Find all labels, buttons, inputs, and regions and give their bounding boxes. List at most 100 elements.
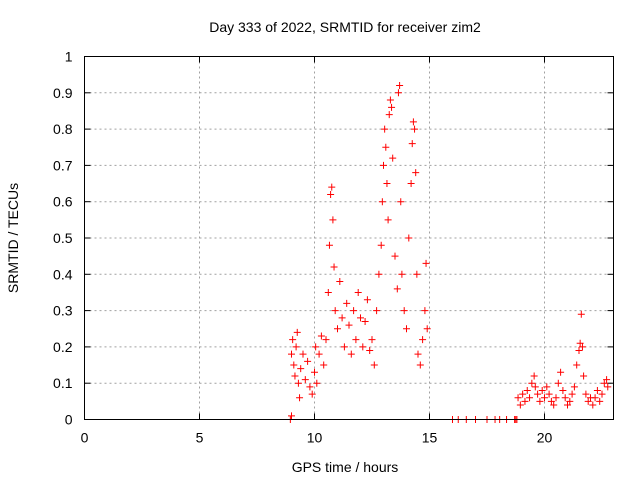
y-tick-label: 0.9 (53, 85, 73, 101)
data-point (291, 372, 299, 380)
data-point (400, 307, 408, 315)
y-tick-label: 0.1 (53, 375, 73, 391)
data-point (403, 325, 410, 333)
data-point (519, 390, 527, 398)
x-axis-title: GPS time / hours (292, 459, 399, 475)
data-point (382, 143, 390, 151)
data-point (407, 180, 415, 188)
data-point (381, 125, 389, 133)
y-tick-label: 0.3 (53, 303, 73, 319)
data-point (576, 339, 584, 347)
data-point (534, 390, 542, 398)
x-tick-label: 15 (422, 430, 438, 446)
data-point (384, 216, 392, 224)
data-point (292, 343, 300, 351)
data-point (516, 401, 524, 409)
data-point (550, 401, 558, 409)
data-point (347, 350, 355, 358)
data-point (324, 288, 332, 296)
y-axis-title: SRMTID / TECUs (5, 183, 21, 293)
data-point (338, 314, 346, 322)
data-point (288, 350, 295, 358)
data-point (408, 140, 416, 148)
data-point (336, 278, 344, 286)
data-point (293, 328, 301, 336)
data-point (380, 161, 387, 169)
data-point (598, 390, 606, 398)
data-point (288, 412, 295, 420)
y-tick-label: 0.5 (53, 230, 73, 246)
data-point (350, 307, 358, 315)
data-point (521, 397, 529, 405)
data-point (393, 285, 401, 293)
data-point (396, 82, 404, 90)
data-point (370, 361, 378, 369)
data-point (421, 307, 429, 315)
data-point (329, 216, 337, 224)
data-point (397, 198, 405, 206)
data-point (383, 180, 391, 188)
data-point (411, 125, 419, 133)
data-point (368, 336, 376, 344)
data-point (566, 397, 574, 405)
data-point (330, 263, 338, 271)
data-point (301, 376, 309, 384)
data-point (603, 376, 611, 384)
data-point (308, 390, 316, 398)
data-point (413, 270, 421, 278)
data-point (327, 190, 335, 198)
data-point (528, 379, 536, 387)
data-point (289, 336, 297, 344)
data-point (600, 379, 608, 387)
grid (84, 56, 614, 420)
data-point (409, 118, 417, 126)
data-point (589, 401, 597, 409)
data-point (584, 397, 592, 405)
data-point (296, 394, 304, 402)
data-point (378, 198, 386, 206)
x-tick-label: 0 (81, 430, 89, 446)
y-tick-label: 0.6 (53, 194, 73, 210)
data-point (547, 397, 555, 405)
data-point (536, 397, 544, 405)
data-point (391, 252, 399, 260)
data-point (580, 372, 588, 380)
data-point (320, 361, 328, 369)
y-tick-label: 0.2 (53, 339, 73, 355)
data-point (541, 394, 548, 402)
data-point (568, 390, 576, 398)
x-tick-label: 10 (307, 430, 323, 446)
data-point (354, 288, 362, 296)
data-point (373, 307, 381, 315)
data-point (561, 394, 569, 402)
y-tick-label: 0.8 (53, 121, 73, 137)
data-point (377, 241, 385, 249)
data-point (331, 307, 339, 315)
data-point (530, 372, 538, 380)
data-point (343, 299, 351, 307)
data-point (357, 314, 364, 322)
y-tick-label: 0.7 (53, 157, 73, 173)
data-point (577, 310, 585, 318)
data-point (322, 336, 330, 344)
data-point (523, 386, 531, 394)
data-point (312, 343, 320, 351)
data-point (604, 383, 612, 391)
data-point (388, 103, 396, 111)
data-point (386, 96, 394, 104)
data-point (578, 343, 586, 351)
data-point (423, 325, 431, 333)
data-point (352, 336, 360, 344)
data-point (389, 154, 397, 162)
data-points (286, 82, 612, 423)
data-point (559, 386, 567, 394)
data-point (552, 394, 560, 402)
data-point (325, 241, 333, 249)
data-point (340, 343, 348, 351)
data-point (311, 368, 318, 376)
data-point (531, 383, 539, 391)
data-point (363, 296, 371, 304)
data-point (564, 401, 571, 409)
data-point (375, 270, 383, 278)
